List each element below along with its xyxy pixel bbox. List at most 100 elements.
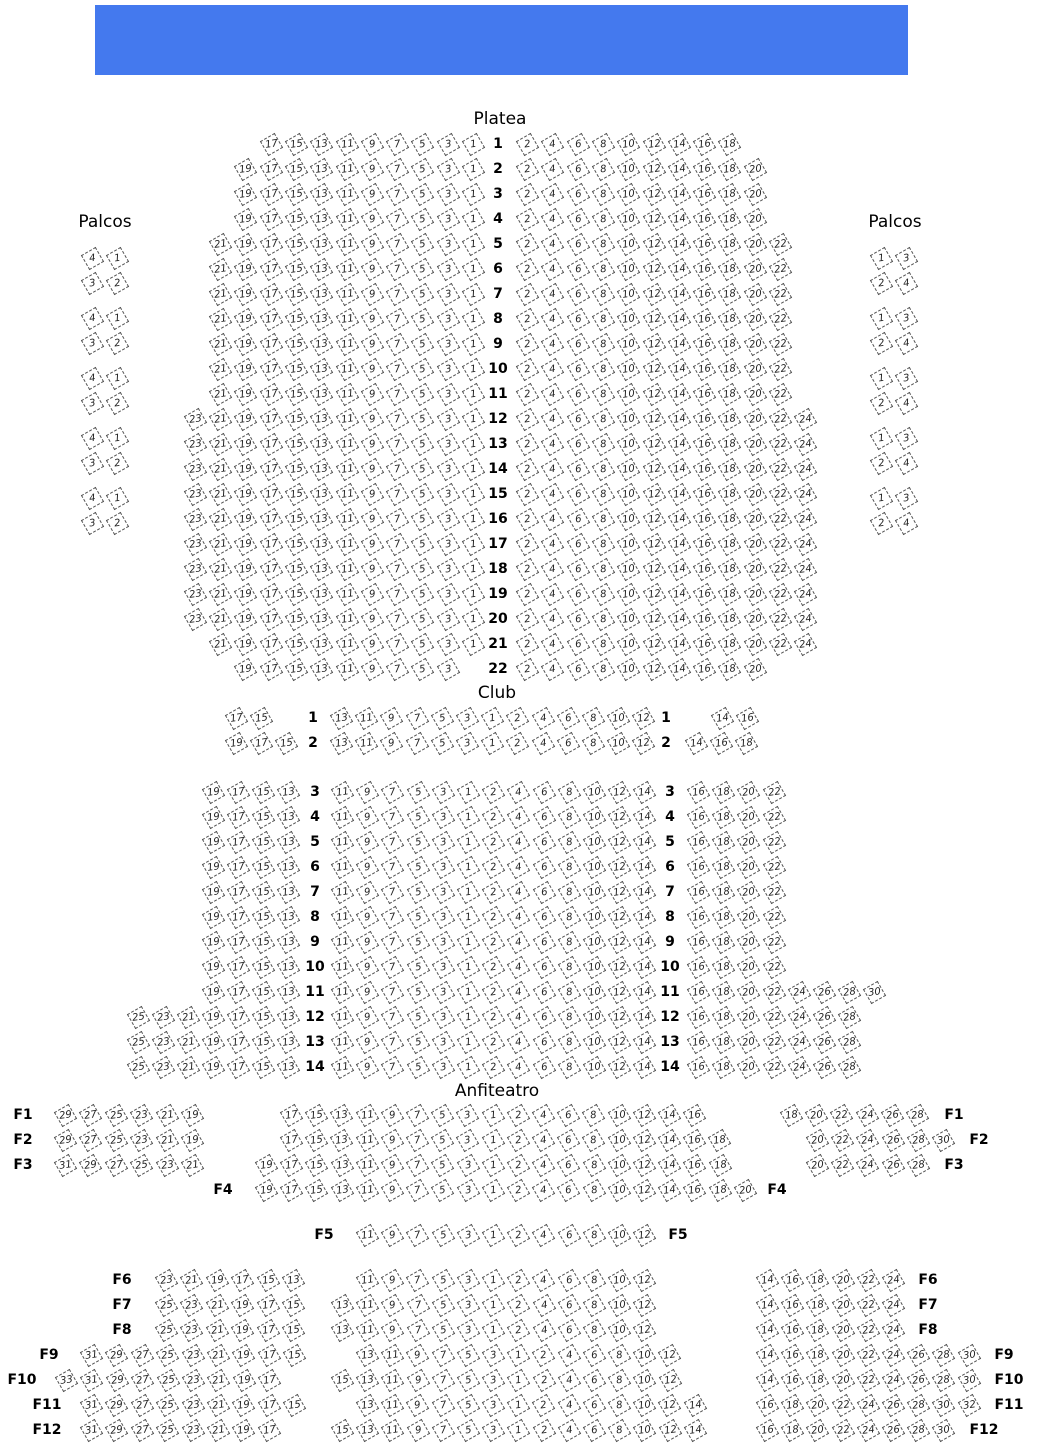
seat-platea[interactable]: 7	[385, 582, 410, 607]
seat-anfiteatro[interactable]: 1	[507, 1343, 531, 1368]
seat-platea[interactable]: 6	[566, 432, 590, 457]
seat-platea[interactable]: 14	[667, 157, 691, 182]
seat-palco-right[interactable]: 4	[894, 451, 919, 476]
seat-platea[interactable]: 6	[566, 307, 590, 332]
seat-club[interactable]: 6	[532, 805, 556, 830]
seat-platea[interactable]: 16	[692, 607, 717, 632]
seat-club[interactable]: 7	[381, 780, 405, 805]
seat-anfiteatro[interactable]: 5	[431, 1293, 455, 1318]
seat-anfiteatro[interactable]: 8	[582, 1103, 606, 1128]
seat-platea[interactable]: 2	[515, 132, 540, 157]
seat-anfiteatro[interactable]: 19	[180, 1103, 205, 1128]
seat-platea[interactable]: 11	[335, 507, 359, 532]
seat-platea[interactable]: 5	[411, 457, 435, 482]
seat-anfiteatro[interactable]: 24	[881, 1318, 906, 1343]
seat-platea[interactable]: 24	[794, 582, 818, 607]
seat-platea[interactable]: 24	[794, 607, 818, 632]
seat-palco-right[interactable]: 4	[894, 391, 919, 416]
seat-platea[interactable]: 20	[743, 157, 767, 182]
seat-platea[interactable]: 4	[541, 607, 565, 632]
seat-club[interactable]: 5	[406, 805, 430, 830]
seat-club[interactable]: 18	[712, 855, 736, 880]
seat-platea[interactable]: 6	[566, 157, 590, 182]
seat-club[interactable]: 8	[557, 830, 581, 855]
seat-platea[interactable]: 14	[667, 407, 691, 432]
seat-platea[interactable]: 24	[794, 532, 818, 557]
seat-platea[interactable]: 10	[617, 257, 641, 282]
seat-platea[interactable]: 16	[692, 157, 717, 182]
seat-platea[interactable]: 7	[385, 332, 410, 357]
seat-club[interactable]: 19	[201, 830, 226, 855]
seat-club[interactable]: 20	[737, 955, 761, 980]
seat-platea[interactable]: 12	[642, 407, 666, 432]
seat-anfiteatro[interactable]: 16	[781, 1368, 805, 1393]
seat-platea[interactable]: 12	[642, 657, 666, 682]
seat-platea[interactable]: 17	[259, 582, 283, 607]
seat-platea[interactable]: 19	[234, 657, 258, 682]
seat-club[interactable]: 17	[226, 780, 251, 805]
seat-platea[interactable]: 23	[183, 557, 207, 582]
seat-platea[interactable]: 21	[208, 332, 233, 357]
seat-anfiteatro[interactable]: 20	[806, 1393, 830, 1418]
seat-anfiteatro[interactable]: 11	[381, 1343, 405, 1368]
seat-club[interactable]: 26	[812, 980, 837, 1005]
seat-platea[interactable]: 14	[667, 207, 691, 232]
seat-platea[interactable]: 9	[360, 532, 384, 557]
seat-anfiteatro[interactable]: 1	[481, 1128, 505, 1153]
seat-club[interactable]: 21	[176, 1055, 201, 1080]
seat-anfiteatro[interactable]: 13	[281, 1268, 306, 1293]
seat-platea[interactable]: 1	[461, 382, 486, 407]
seat-platea[interactable]: 18	[718, 357, 742, 382]
seat-platea[interactable]: 5	[411, 507, 435, 532]
seat-anfiteatro[interactable]: 11	[355, 1268, 380, 1293]
seat-platea[interactable]: 13	[310, 657, 334, 682]
seat-palco-right[interactable]: 3	[894, 426, 919, 451]
seat-platea[interactable]: 11	[335, 257, 359, 282]
seat-platea[interactable]: 2	[515, 482, 540, 507]
seat-platea[interactable]: 9	[360, 457, 384, 482]
seat-club[interactable]: 28	[838, 980, 862, 1005]
seat-club[interactable]: 4	[507, 830, 531, 855]
seat-platea[interactable]: 11	[335, 182, 359, 207]
seat-platea[interactable]: 2	[515, 382, 540, 407]
seat-club[interactable]: 26	[812, 1055, 837, 1080]
seat-club[interactable]: 9	[380, 706, 404, 731]
seat-anfiteatro[interactable]: 3	[481, 1393, 506, 1418]
seat-platea[interactable]: 22	[768, 432, 793, 457]
seat-anfiteatro[interactable]: 7	[431, 1393, 455, 1418]
seat-club[interactable]: 19	[201, 955, 226, 980]
seat-anfiteatro[interactable]: 23	[181, 1393, 205, 1418]
seat-platea[interactable]: 12	[642, 582, 666, 607]
seat-platea[interactable]: 2	[515, 357, 540, 382]
seat-club[interactable]: 6	[556, 706, 580, 731]
seat-platea[interactable]: 23	[183, 507, 207, 532]
seat-anfiteatro[interactable]: 2	[532, 1393, 556, 1418]
seat-platea[interactable]: 13	[310, 482, 334, 507]
seat-platea[interactable]: 17	[259, 357, 283, 382]
seat-anfiteatro[interactable]: 16	[781, 1318, 805, 1343]
seat-platea[interactable]: 5	[411, 357, 435, 382]
seat-platea[interactable]: 14	[667, 332, 691, 357]
seat-platea[interactable]: 4	[541, 432, 565, 457]
seat-anfiteatro[interactable]: 18	[806, 1293, 830, 1318]
seat-anfiteatro[interactable]: 24	[881, 1343, 906, 1368]
seat-platea[interactable]: 9	[360, 407, 384, 432]
seat-platea[interactable]: 18	[718, 257, 742, 282]
seat-anfiteatro[interactable]: 19	[254, 1178, 279, 1203]
seat-platea[interactable]: 4	[541, 232, 565, 257]
seat-club[interactable]: 12	[608, 955, 632, 980]
seat-anfiteatro[interactable]: 11	[356, 1318, 380, 1343]
seat-club[interactable]: 5	[406, 830, 430, 855]
seat-platea[interactable]: 5	[411, 432, 435, 457]
seat-platea[interactable]: 16	[692, 407, 717, 432]
seat-platea[interactable]: 14	[667, 132, 691, 157]
seat-club[interactable]: 12	[608, 855, 632, 880]
seat-platea[interactable]: 24	[794, 507, 818, 532]
seat-anfiteatro[interactable]: 13	[330, 1128, 354, 1153]
seat-club[interactable]: 18	[712, 1005, 736, 1030]
seat-anfiteatro[interactable]: 7	[405, 1128, 430, 1153]
seat-platea[interactable]: 12	[642, 532, 666, 557]
seat-anfiteatro[interactable]: 10	[607, 1223, 632, 1248]
seat-anfiteatro[interactable]: 14	[657, 1128, 682, 1153]
seat-platea[interactable]: 13	[310, 157, 334, 182]
